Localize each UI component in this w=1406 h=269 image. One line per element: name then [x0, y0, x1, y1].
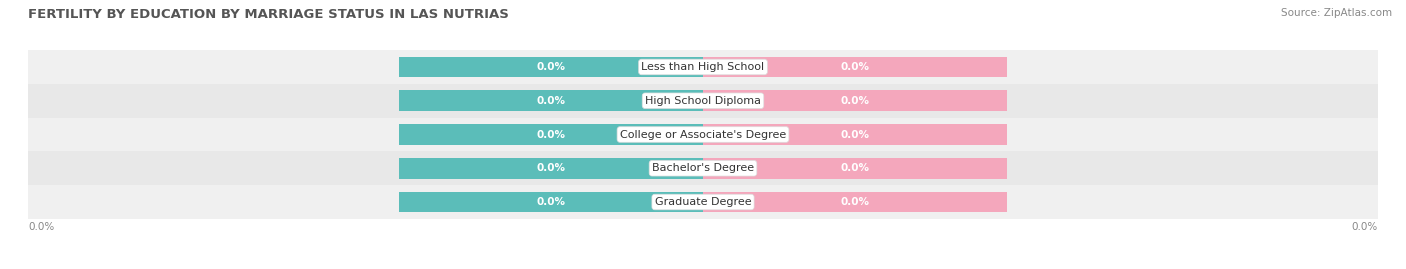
Text: College or Associate's Degree: College or Associate's Degree [620, 129, 786, 140]
Text: Graduate Degree: Graduate Degree [655, 197, 751, 207]
Bar [703, 124, 1007, 145]
Text: 0.0%: 0.0% [537, 129, 565, 140]
Text: High School Diploma: High School Diploma [645, 96, 761, 106]
Bar [703, 192, 1007, 213]
Text: 0.0%: 0.0% [537, 197, 565, 207]
Text: 0.0%: 0.0% [537, 62, 565, 72]
Text: 0.0%: 0.0% [841, 62, 869, 72]
Legend: Married, Unmarried: Married, Unmarried [621, 268, 785, 269]
Text: Source: ZipAtlas.com: Source: ZipAtlas.com [1281, 8, 1392, 18]
Bar [399, 124, 703, 145]
Text: Bachelor's Degree: Bachelor's Degree [652, 163, 754, 173]
Bar [28, 185, 1378, 219]
Text: Less than High School: Less than High School [641, 62, 765, 72]
Text: 0.0%: 0.0% [841, 163, 869, 173]
Text: FERTILITY BY EDUCATION BY MARRIAGE STATUS IN LAS NUTRIAS: FERTILITY BY EDUCATION BY MARRIAGE STATU… [28, 8, 509, 21]
Bar [703, 158, 1007, 179]
Text: 0.0%: 0.0% [841, 96, 869, 106]
Text: 0.0%: 0.0% [841, 129, 869, 140]
Bar [703, 90, 1007, 111]
Text: 0.0%: 0.0% [28, 222, 55, 232]
Bar [399, 192, 703, 213]
Text: 0.0%: 0.0% [537, 96, 565, 106]
Bar [28, 50, 1378, 84]
Bar [28, 84, 1378, 118]
Bar [399, 90, 703, 111]
Bar [399, 56, 703, 77]
Text: 0.0%: 0.0% [841, 197, 869, 207]
Text: 0.0%: 0.0% [537, 163, 565, 173]
Bar [703, 56, 1007, 77]
Bar [399, 158, 703, 179]
Bar [28, 151, 1378, 185]
Bar [28, 118, 1378, 151]
Text: 0.0%: 0.0% [1351, 222, 1378, 232]
